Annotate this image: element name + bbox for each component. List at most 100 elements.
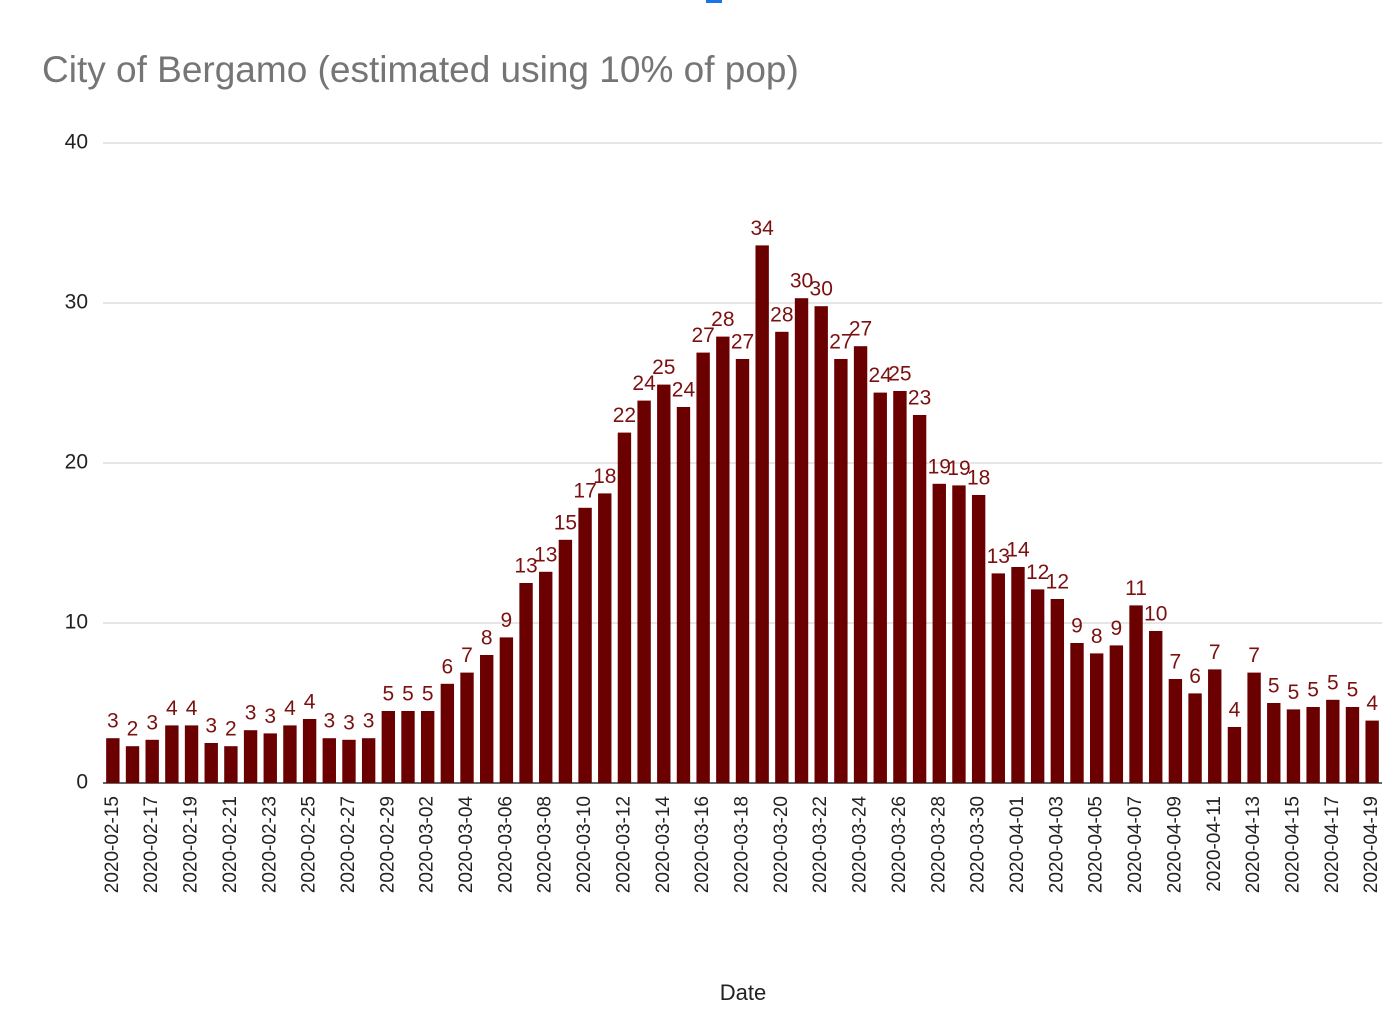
x-tick-label: 2020-04-19 [1361, 796, 1382, 893]
data-label: 5 [422, 683, 434, 706]
bar [617, 432, 632, 783]
x-tick-label: 2020-02-17 [141, 796, 162, 893]
data-label: 8 [1091, 625, 1103, 648]
data-label: 27 [849, 318, 872, 341]
bar [224, 746, 238, 783]
y-tick-label: 40 [65, 131, 88, 154]
x-tick-label: 2020-03-16 [692, 796, 713, 893]
bar [814, 306, 828, 783]
y-tick-label: 10 [65, 611, 88, 634]
data-label: 15 [554, 511, 577, 534]
data-label: 9 [501, 609, 513, 632]
data-label: 3 [146, 711, 158, 734]
bar [460, 672, 474, 783]
data-label: 5 [1268, 675, 1280, 698]
x-tick-label: 2020-03-18 [732, 796, 753, 893]
data-label: 17 [573, 479, 596, 502]
x-tick-label: 2020-04-03 [1046, 796, 1067, 893]
x-tick-label: 2020-04-17 [1322, 796, 1343, 893]
y-tick-label: 30 [65, 291, 88, 314]
bar [125, 746, 140, 783]
bar [106, 738, 120, 783]
bar [834, 359, 848, 783]
bar [283, 725, 297, 783]
data-label: 5 [1307, 679, 1319, 702]
data-label: 4 [1229, 699, 1241, 722]
data-label: 12 [1046, 571, 1069, 594]
data-label: 24 [869, 364, 893, 387]
bar [952, 485, 966, 783]
data-label: 9 [1111, 617, 1123, 640]
data-label: 3 [245, 702, 257, 725]
bar [1365, 720, 1379, 783]
data-label: 11 [1125, 577, 1147, 600]
x-tick-label: 2020-03-24 [850, 796, 871, 894]
data-label: 27 [731, 331, 754, 354]
x-tick-label: 2020-02-23 [259, 796, 280, 893]
data-label: 18 [967, 467, 990, 490]
data-label: 3 [363, 710, 375, 733]
x-tick-label: 2020-04-01 [1007, 796, 1028, 893]
x-tick-label: 2020-02-25 [299, 796, 320, 893]
bar [1070, 643, 1084, 783]
data-label: 23 [908, 387, 931, 410]
x-tick-label: 2020-02-21 [220, 796, 241, 893]
cursor-marker [706, 0, 722, 3]
data-label: 30 [810, 278, 833, 301]
data-label: 4 [284, 697, 296, 720]
bar [361, 738, 376, 783]
bar [302, 719, 317, 783]
data-label: 19 [928, 455, 951, 478]
bar [578, 507, 592, 783]
data-label: 30 [790, 270, 813, 293]
bar [145, 739, 159, 783]
bar [1227, 727, 1242, 783]
data-label: 4 [304, 691, 316, 714]
bar [322, 738, 336, 783]
x-tick-label: 2020-03-02 [417, 796, 438, 893]
bar [204, 743, 218, 783]
bar [243, 730, 258, 783]
data-label: 19 [947, 457, 970, 480]
bar [1208, 669, 1222, 783]
bar [1286, 709, 1301, 783]
bar [539, 571, 553, 783]
data-label: 24 [672, 379, 696, 402]
bar [1267, 703, 1281, 783]
bar [893, 391, 907, 783]
data-label: 27 [691, 324, 714, 347]
bar [1326, 699, 1340, 783]
data-label: 7 [461, 644, 473, 667]
bar [381, 711, 396, 783]
bar [440, 683, 455, 783]
x-tick-label: 2020-03-28 [928, 796, 949, 893]
x-tick-label: 2020-03-14 [653, 796, 674, 894]
data-label: 25 [888, 363, 911, 386]
data-label: 6 [442, 655, 454, 678]
data-label: 2 [127, 718, 139, 741]
bar [912, 415, 927, 783]
x-tick-label: 2020-03-22 [810, 796, 831, 893]
data-label: 6 [1189, 665, 1201, 688]
data-label: 27 [829, 331, 852, 354]
bar [499, 637, 514, 783]
bar [519, 583, 533, 783]
data-label: 2 [225, 718, 237, 741]
data-label: 7 [1248, 644, 1260, 667]
bar [991, 573, 1005, 783]
bar [873, 392, 887, 783]
y-tick-label: 0 [76, 771, 88, 794]
bar [1247, 672, 1261, 783]
data-label: 5 [1327, 671, 1339, 694]
x-tick-label: 2020-04-05 [1086, 796, 1107, 893]
data-label: 18 [593, 465, 616, 488]
bar [1050, 599, 1065, 783]
x-axis-title: Date [720, 980, 766, 1005]
data-label: 5 [382, 683, 394, 706]
bar [342, 739, 356, 783]
data-label: 3 [205, 715, 217, 738]
x-tick-label: 2020-04-15 [1282, 796, 1303, 893]
data-label: 4 [186, 697, 198, 720]
bar [598, 493, 612, 783]
